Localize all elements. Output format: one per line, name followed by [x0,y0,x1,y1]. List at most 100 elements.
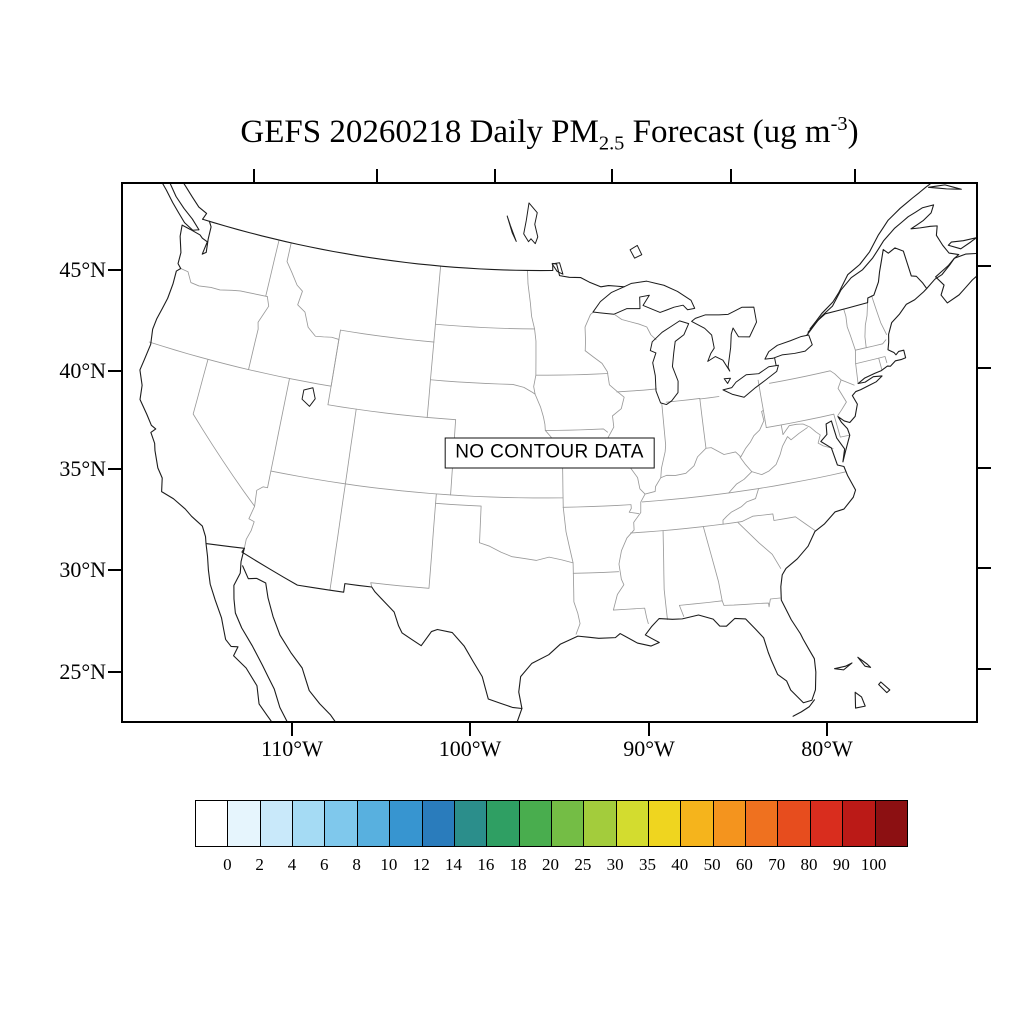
coastline-path [854,691,866,709]
us-map-svg [139,184,976,721]
axis-tick [978,265,991,267]
coastline-path [242,565,336,721]
colorbar-label: 6 [320,855,329,874]
axis-tick [978,367,991,369]
colorbar-label: 2 [255,855,264,874]
state-border-path [533,328,537,395]
plot-title-subscript: 2.5 [598,132,625,155]
coastline-path [792,699,816,717]
state-border-path [270,470,564,499]
colorbar-cell [810,801,844,846]
axis-tick [376,169,378,182]
state-border-path [265,239,280,297]
state-border-path [180,268,268,297]
coastline-path [878,681,891,694]
state-border-path [426,265,442,418]
x-axis-label: 90°W [623,736,675,761]
state-border-path [699,396,720,400]
colorbar-label: 90 [832,855,850,874]
plot-title-middle: Forecast (ug m [624,114,831,150]
coastline-path [809,184,931,330]
coastline-path [834,662,853,671]
coastline-path [947,237,976,250]
colorbar-cell [746,801,779,846]
coastline-path [162,184,200,231]
state-border-path [535,373,609,376]
state-border-path [678,600,723,606]
colorbar-cell [875,801,907,846]
plot-title-superscript: -3 [830,113,848,135]
coastline-path [202,218,625,288]
state-border-path [248,296,270,371]
axis-tick [108,569,121,571]
axis-tick [978,668,991,670]
state-border-path [765,413,835,429]
colorbar-label: 16 [477,855,495,874]
axis-tick [494,169,496,182]
colorbar-cell [616,801,650,846]
colorbar-cell [519,801,552,846]
state-border-path [855,356,888,365]
state-border-path [544,428,609,433]
y-axis-label: 35°N [59,456,106,481]
colorbar-cell [551,801,585,846]
state-border-path [728,471,753,494]
state-border-path [662,530,668,620]
state-border-path [430,379,536,395]
colorbar-cell [357,801,391,846]
colorbar-cell [713,801,747,846]
state-border-path [833,413,851,438]
colorbar-label: 25 [574,855,592,874]
lake-path [723,377,731,384]
colorbar-cell [390,801,423,846]
state-border-path [435,502,482,544]
colorbar-cell [293,801,326,846]
state-border-path [769,370,847,416]
lake-path [691,306,758,372]
state-border-path [780,424,784,435]
y-axis-label: 40°N [59,358,106,383]
lake-path [551,262,564,275]
lake-path [722,364,779,398]
axis-tick [854,169,856,182]
colorbar-cell [260,801,294,846]
coastline-path [516,707,523,721]
state-border-path [723,597,781,608]
colorbar-cell [454,801,488,846]
colorbar-cell [487,801,520,846]
colorbar-cell [422,801,455,846]
state-border-path [737,522,782,569]
state-border-path [327,404,457,421]
axis-tick [253,169,255,182]
colorbar-label: 4 [287,855,297,874]
colorbar [195,800,908,847]
state-border-path [782,423,834,449]
state-border-path [757,379,767,429]
colorbar-label: 40 [671,855,689,874]
state-border-path [741,513,817,532]
lake-path [301,387,316,407]
coastline-path [183,184,208,220]
state-border-path [641,471,846,503]
state-border-path [630,521,743,534]
colorbar-label: 50 [703,855,721,874]
plot-title: GEFS 20260218 Daily PM2.5 Forecast (ug m… [121,113,978,156]
state-border-path [840,379,855,386]
axis-tick [978,567,991,569]
colorbar-label: 60 [735,855,753,874]
colorbar-label: 30 [606,855,624,874]
y-axis-label: 45°N [59,257,106,282]
state-border-path [616,388,657,393]
state-border-path [562,504,640,514]
colorbar-cell [843,801,876,846]
lake-path [506,215,517,242]
state-border-path [286,242,340,387]
axis-tick [648,723,650,736]
state-border-path [254,378,290,507]
state-border-path [572,571,619,574]
axis-tick [978,467,991,469]
no-contour-data-badge: NO CONTOUR DATA [444,437,655,468]
colorbar-cell [325,801,358,846]
state-border-path [584,350,646,611]
